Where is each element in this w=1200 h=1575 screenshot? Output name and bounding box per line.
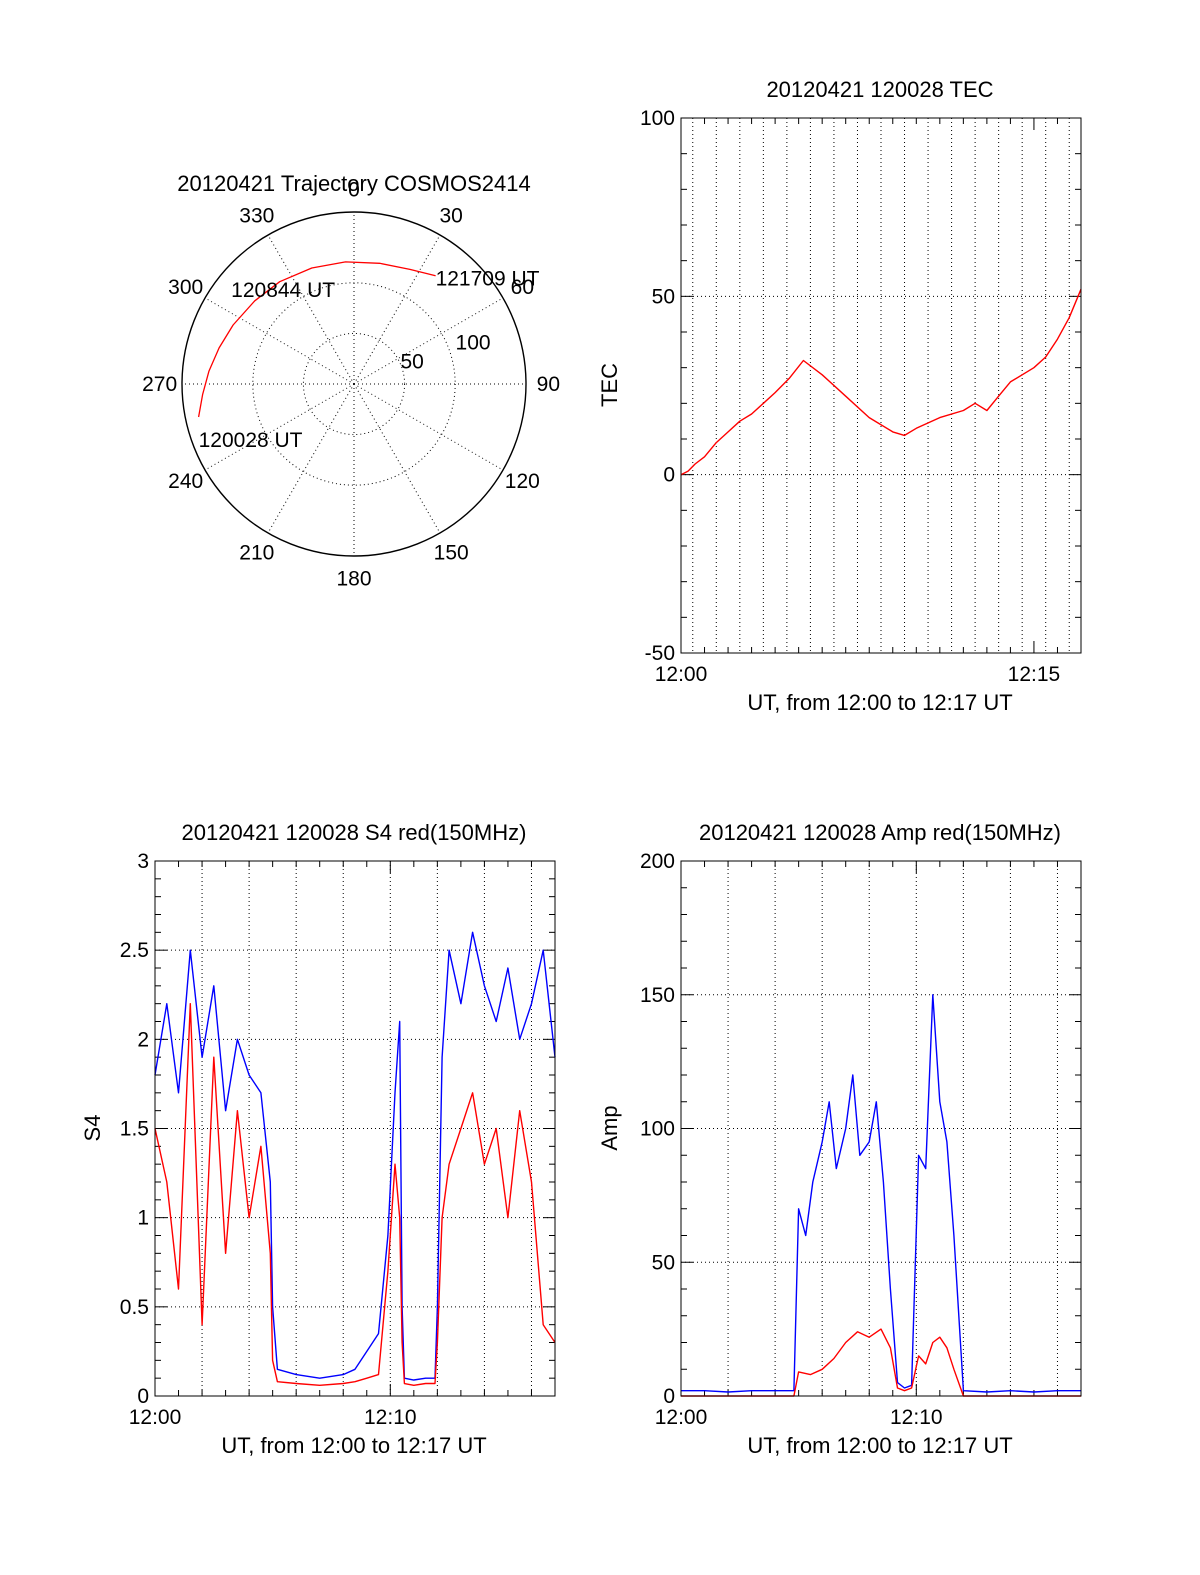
trajectory-azimuth-label: 330 — [239, 205, 274, 228]
s4-series-line-1 — [154, 1003, 556, 1387]
amp-ylabel: Amp — [597, 1105, 622, 1150]
tec-panel: 20120421 120028 TEC UT, from 12:00 to 12… — [597, 77, 1082, 715]
trajectory-radial-label: 100 — [456, 332, 491, 355]
s4-series — [154, 931, 556, 1387]
amp-panel: 20120421 120028 Amp red(150MHz) UT, from… — [597, 820, 1082, 1458]
tec-xtick-label: 12:15 — [1008, 663, 1061, 686]
tec-grid — [681, 118, 1081, 653]
tec-series — [680, 288, 1082, 476]
s4-series-line-0 — [154, 931, 556, 1381]
s4-ytick-label: 1.5 — [120, 1118, 149, 1141]
tec-ytick-label: -50 — [645, 642, 675, 665]
s4-ylabel: S4 — [80, 1115, 105, 1142]
trajectory-range-ring-1 — [252, 282, 456, 486]
s4-grid — [155, 861, 555, 1396]
trajectory-azimuth-label: 270 — [142, 373, 177, 396]
tec-plot-frame — [680, 117, 1082, 654]
trajectory-azimuth-label: 90 — [537, 373, 560, 396]
s4-ytick-label: 2 — [137, 1028, 149, 1051]
amp-title: 20120421 120028 Amp red(150MHz) — [699, 820, 1061, 845]
trajectory-radial-label: 50 — [400, 351, 423, 374]
trajectory-annotations: 121709 UT 120844 UT 120028 UT — [199, 268, 540, 452]
amp-series-line-0 — [681, 994, 1081, 1393]
trajectory-annotation: 120028 UT — [199, 429, 303, 452]
trajectory-panel: 20120421 Trajectory COSMOS2414 030609012… — [142, 171, 560, 590]
trajectory-title: 20120421 Trajectory COSMOS2414 — [177, 171, 530, 196]
trajectory-labels: 0 30 60 90 120 150 180 210 240 270 300 330 50 100 — [142, 179, 560, 591]
amp-series-line-1 — [681, 1328, 1081, 1397]
s4-ytick-label: 0.5 — [120, 1296, 149, 1319]
amp-xtick-label: 12:10 — [890, 1406, 943, 1429]
s4-ytick-label: 1 — [137, 1207, 149, 1230]
tec-ytick-label: 0 — [663, 464, 675, 487]
trajectory-azimuth-label: 60 — [511, 276, 534, 299]
s4-plot-frame — [154, 860, 556, 1397]
trajectory-annotation: 121709 UT — [436, 268, 540, 291]
tec-ylabel: TEC — [597, 363, 622, 407]
s4-title: 20120421 120028 S4 red(150MHz) — [182, 820, 527, 845]
trajectory-spoke-10 — [204, 297, 355, 385]
trajectory-spoke-4 — [353, 383, 504, 471]
trajectory-outer-circle — [181, 211, 527, 557]
tec-xlabel: UT, from 12:00 to 12:17 UT — [747, 690, 1012, 715]
amp-xlabel: UT, from 12:00 to 12:17 UT — [747, 1433, 1012, 1458]
trajectory-grid — [181, 211, 527, 557]
s4-ytick-label: 3 — [137, 850, 149, 873]
trajectory-spoke-11 — [267, 234, 355, 385]
trajectory-spoke-1 — [353, 234, 441, 385]
s4-xlabel: UT, from 12:00 to 12:17 UT — [221, 1433, 486, 1458]
s4-ytick-label: 0 — [137, 1385, 149, 1408]
trajectory-azimuth-label: 240 — [168, 470, 203, 493]
trajectory-azimuth-label: 210 — [239, 541, 274, 564]
trajectory-spoke-8 — [204, 383, 355, 471]
s4-ytick-label: 2.5 — [120, 939, 149, 962]
trajectory-azimuth-label: 180 — [336, 567, 371, 590]
amp-ytick-label: 50 — [652, 1251, 675, 1274]
trajectory-spoke-2 — [353, 297, 504, 385]
trajectory-azimuth-label: 300 — [168, 276, 203, 299]
trajectory-series — [197, 261, 436, 418]
amp-xtick-label: 12:00 — [655, 1406, 708, 1429]
amp-grid — [681, 861, 1081, 1396]
trajectory-azimuth-label: 0 — [348, 179, 360, 202]
trajectory-spoke-7 — [267, 383, 355, 534]
tec-ytick-label: 100 — [640, 107, 675, 130]
amp-series — [681, 994, 1081, 1397]
amp-ytick-label: 150 — [640, 984, 675, 1007]
tec-ytick-label: 50 — [652, 285, 675, 308]
tec-title: 20120421 120028 TEC — [766, 77, 993, 102]
amp-ticks: 0 50 100 150 200 12:00 12:10 — [640, 850, 1081, 1429]
trajectory-spoke-5 — [353, 383, 441, 534]
amp-plot-frame — [680, 860, 1082, 1397]
tec-ticks: -50 0 50 100 12:00 12:15 — [640, 107, 1081, 686]
amp-ytick-label: 100 — [640, 1118, 675, 1141]
s4-panel: 20120421 120028 S4 red(150MHz) UT, from … — [80, 820, 556, 1458]
trajectory-annotation: 120844 UT — [231, 279, 335, 302]
tec-series-line-0 — [680, 288, 1082, 476]
trajectory-azimuth-label: 150 — [434, 541, 469, 564]
s4-xtick-label: 12:10 — [364, 1406, 417, 1429]
trajectory-path-0 — [197, 261, 436, 418]
amp-ytick-label: 200 — [640, 850, 675, 873]
trajectory-azimuth-label: 30 — [440, 205, 463, 228]
amp-ytick-label: 0 — [663, 1385, 675, 1408]
tec-xtick-label: 12:00 — [655, 663, 708, 686]
s4-xtick-label: 12:00 — [129, 1406, 182, 1429]
trajectory-range-ring-0 — [302, 332, 406, 436]
trajectory-azimuth-label: 120 — [505, 470, 540, 493]
